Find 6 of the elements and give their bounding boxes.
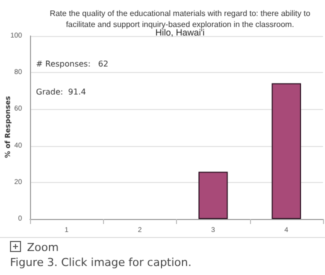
chart-subtitle: Hilo, Hawai'i bbox=[155, 28, 205, 38]
caption: Figure 3. Click image for caption. bbox=[10, 255, 192, 270]
annotation: Grade: 91.4 bbox=[36, 88, 86, 96]
text: Zoom bbox=[27, 241, 59, 254]
chart-title: Rate the quality of the educational materials with regard to: there ability to facilitate and support inquiry-based exploration in the classroom. bbox=[50, 9, 311, 29]
annotation: # Responses: 62 bbox=[36, 60, 108, 68]
